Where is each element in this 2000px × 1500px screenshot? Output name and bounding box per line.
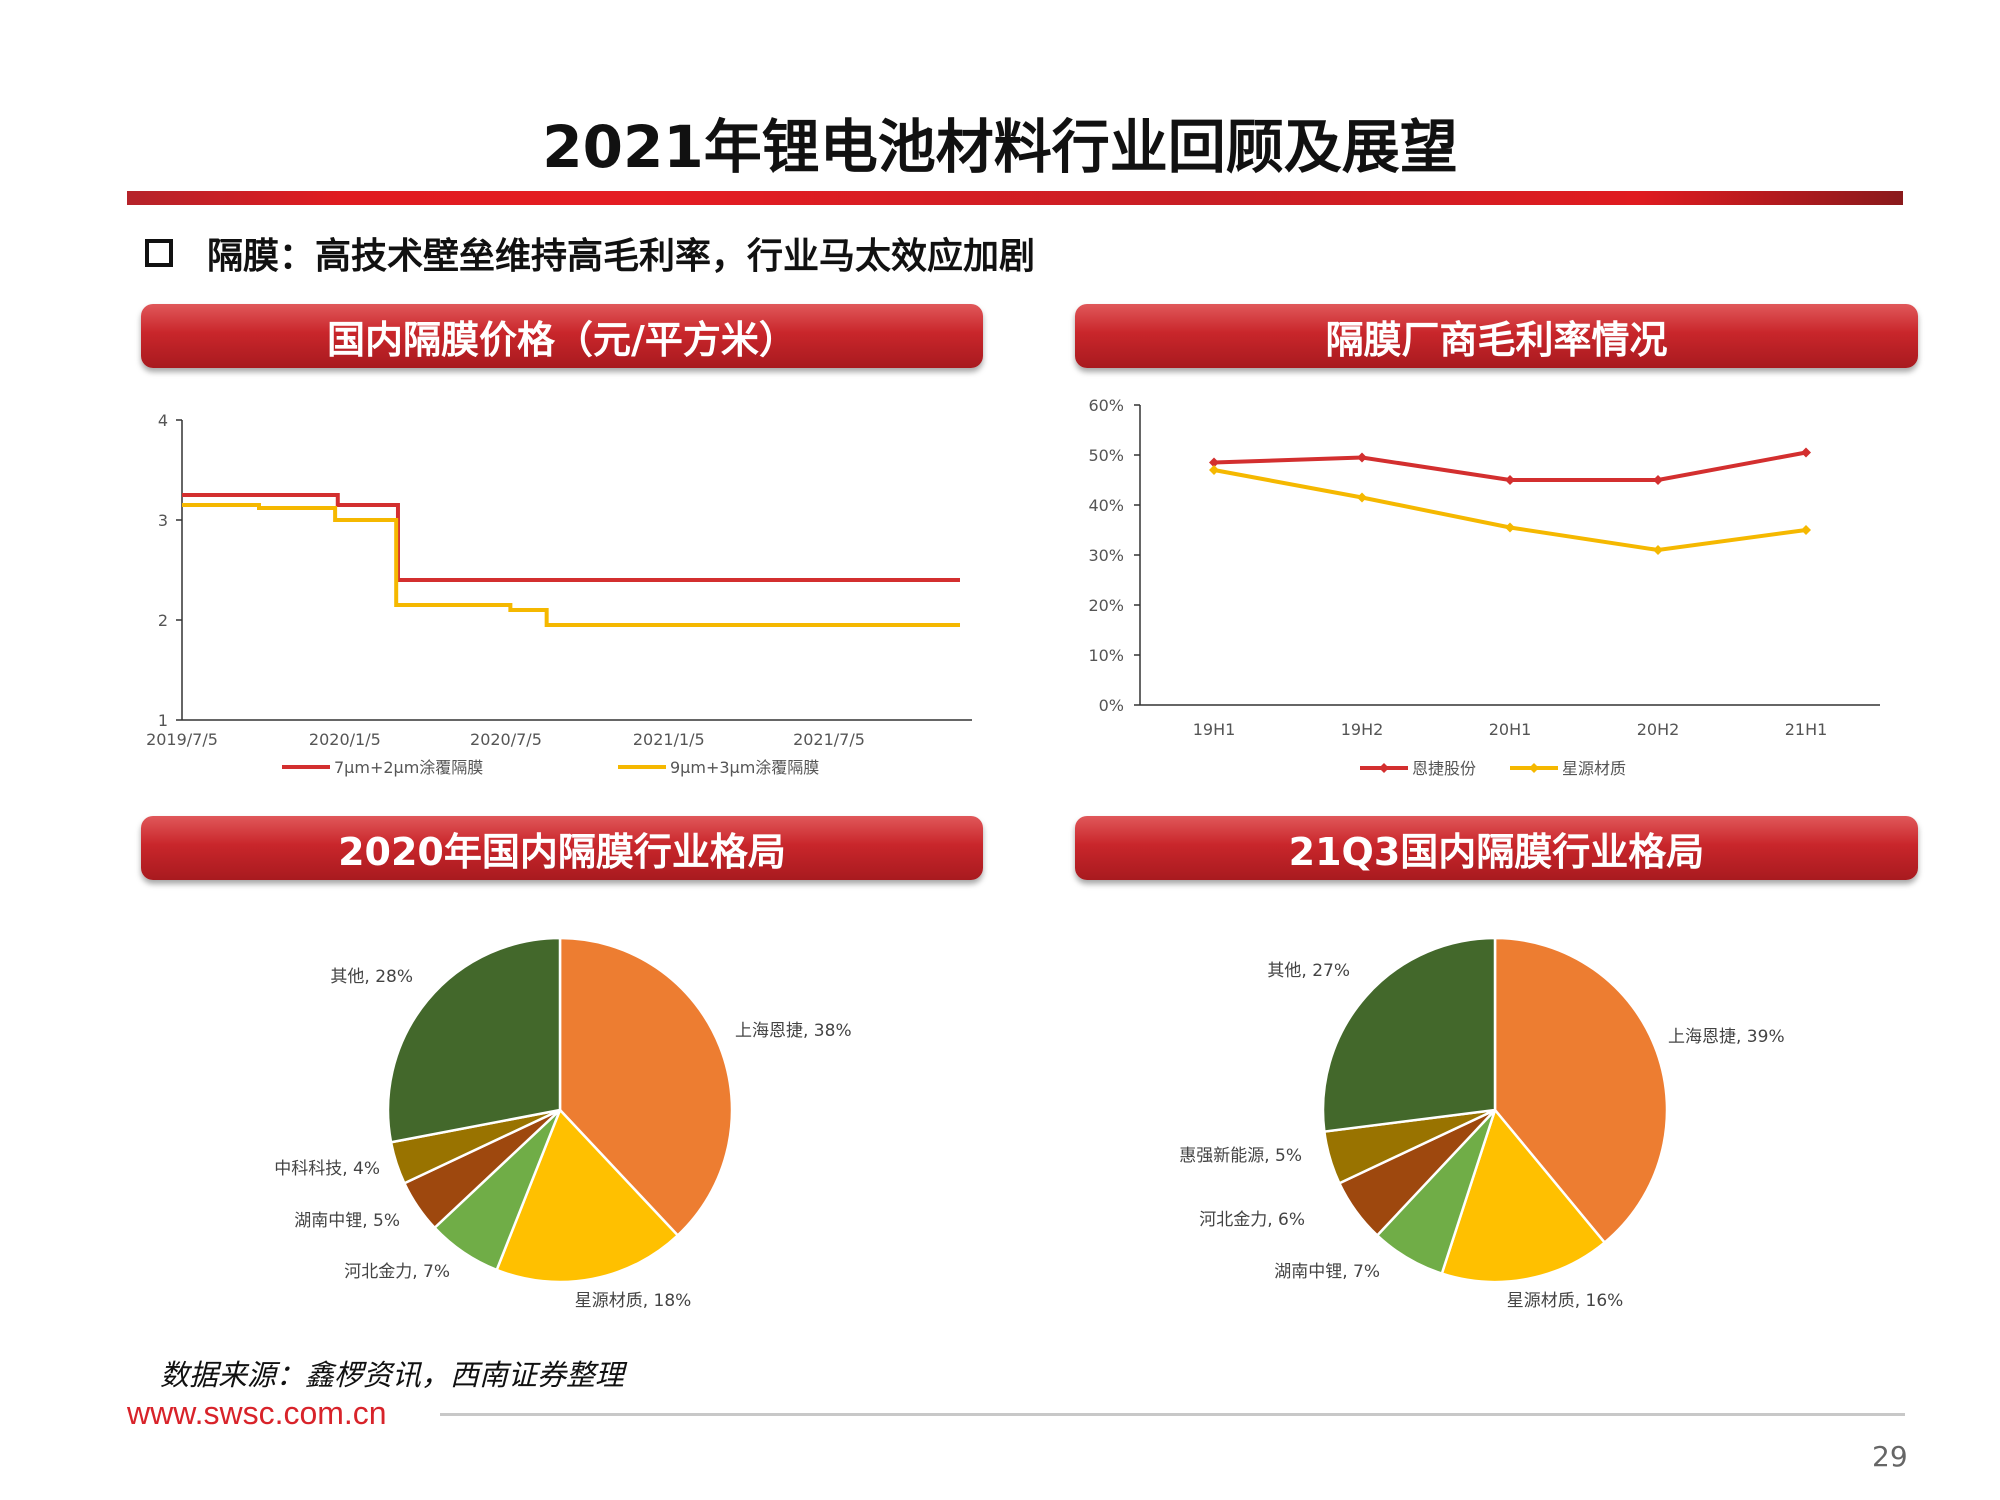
margin-data-point: [1801, 447, 1811, 458]
pie-slice-label: 湖南中锂, 7%: [1274, 1262, 1380, 1282]
price-line-chart: 1 2 3 4 2019/7/5 2020/1/5 2020/7/5 2021/1/5 2021…: [146, 411, 972, 777]
title-divider: [127, 191, 1903, 205]
x-tick-label: 2021/7/5: [793, 730, 865, 749]
margin-data-point: [1653, 475, 1663, 485]
x-tick-label: 21H1: [1785, 720, 1828, 739]
y-tick-label: 2: [158, 611, 168, 630]
x-tick-label: 19H1: [1193, 720, 1236, 739]
x-tick-label: 2019/7/5: [146, 730, 218, 749]
x-tick-label: 20H2: [1637, 720, 1680, 739]
page-number: 29: [1872, 1440, 1908, 1473]
y-tick-label: 20%: [1088, 596, 1124, 615]
margin-data-point: [1505, 522, 1515, 533]
pie-slice: [1493, 936, 1669, 1245]
square-bullet-icon: [145, 239, 173, 267]
gross-margin-line-chart: 0% 10% 20% 30% 40% 50% 60% 19H1 19H2 20H1 20H2 21H1…: [1088, 396, 1880, 778]
y-tick-label: 40%: [1088, 496, 1124, 515]
y-tick-label: 3: [158, 511, 168, 530]
pie-slice-label: 河北金力, 6%: [1199, 1210, 1305, 1230]
margin-data-point: [1209, 457, 1219, 468]
x-tick-label: 2020/1/5: [309, 730, 381, 749]
subtitle-text: 隔膜：高技术壁垒维持高毛利率，行业马太效应加剧: [207, 236, 1036, 277]
section-subtitle: 隔膜：高技术壁垒维持高毛利率，行业马太效应加剧: [145, 228, 1035, 278]
legend-marker: [1379, 763, 1389, 773]
page-title: 2021年锂电池材料行业回顾及展望: [542, 113, 1458, 181]
pie-slice: [1321, 936, 1497, 1133]
y-tick-label: 30%: [1088, 546, 1124, 565]
pie-slice-label: 湖南中锂, 5%: [294, 1211, 400, 1231]
legend-label: 恩捷股份: [1412, 759, 1476, 778]
pie-slice-label: 河北金力, 7%: [344, 1262, 450, 1282]
y-tick-label: 1: [158, 711, 168, 730]
pie-slice-label: 其他, 27%: [1267, 961, 1350, 981]
pie-slice: [1440, 1107, 1607, 1284]
share21q3-panel-header: 21Q3国内隔膜行业格局: [1075, 816, 1918, 880]
y-tick-label: 0%: [1099, 696, 1124, 715]
y-tick-label: 10%: [1088, 646, 1124, 665]
website-link[interactable]: www.swsc.com.cn: [127, 1395, 387, 1431]
margin-data-point: [1653, 545, 1663, 555]
margin-data-point: [1801, 525, 1811, 535]
margin-data-point: [1357, 492, 1367, 503]
pie-slice-label: 星源材质, 18%: [575, 1291, 692, 1311]
legend-label: 9μm+3μm涂覆隔膜: [670, 758, 819, 777]
share-2020-pie-chart: 上海恩捷, 38% 星源材质, 18% 河北金力, 7% 湖南中锂, 5% 中科科技, …: [274, 936, 852, 1311]
y-tick-label: 60%: [1088, 396, 1124, 415]
pie-slice-label: 星源材质, 16%: [1507, 1291, 1624, 1311]
x-tick-label: 20H1: [1489, 720, 1532, 739]
margin-data-point: [1505, 475, 1515, 485]
legend-marker: [1529, 763, 1539, 773]
pie-slice-label: 中科科技, 4%: [274, 1159, 380, 1179]
x-tick-label: 2021/1/5: [633, 730, 705, 749]
pie-slice: [386, 936, 562, 1144]
x-tick-label: 2020/7/5: [470, 730, 542, 749]
legend-label: 星源材质: [1562, 759, 1626, 778]
pie-slice-label: 惠强新能源, 5%: [1179, 1146, 1302, 1166]
price-series-line: [182, 503, 960, 627]
pie-slice-label: 上海恩捷, 38%: [735, 1021, 852, 1041]
pie-slice-label: 上海恩捷, 39%: [1668, 1027, 1785, 1047]
legend-label: 7μm+2μm涂覆隔膜: [334, 758, 483, 777]
share2020-panel-header: 2020年国内隔膜行业格局: [141, 816, 983, 880]
pie-slice: [558, 936, 734, 1238]
price-panel-header: 国内隔膜价格（元/平方米）: [141, 304, 983, 368]
margin-panel-header: 隔膜厂商毛利率情况: [1075, 304, 1918, 368]
pie-slice-label: 其他, 28%: [330, 967, 413, 987]
margin-data-point: [1209, 465, 1219, 475]
share-21q3-pie-chart: 上海恩捷, 39% 星源材质, 16% 湖南中锂, 7% 河北金力, 6% 惠强新能源,…: [1179, 936, 1785, 1311]
footer-divider: [440, 1413, 1905, 1416]
y-tick-label: 4: [158, 411, 168, 430]
data-source-note: 数据来源：鑫椤资讯，西南证券整理: [160, 1358, 625, 1392]
margin-data-point: [1357, 452, 1367, 463]
pie-slice: [495, 1107, 680, 1284]
y-tick-label: 50%: [1088, 446, 1124, 465]
x-tick-label: 19H2: [1341, 720, 1384, 739]
